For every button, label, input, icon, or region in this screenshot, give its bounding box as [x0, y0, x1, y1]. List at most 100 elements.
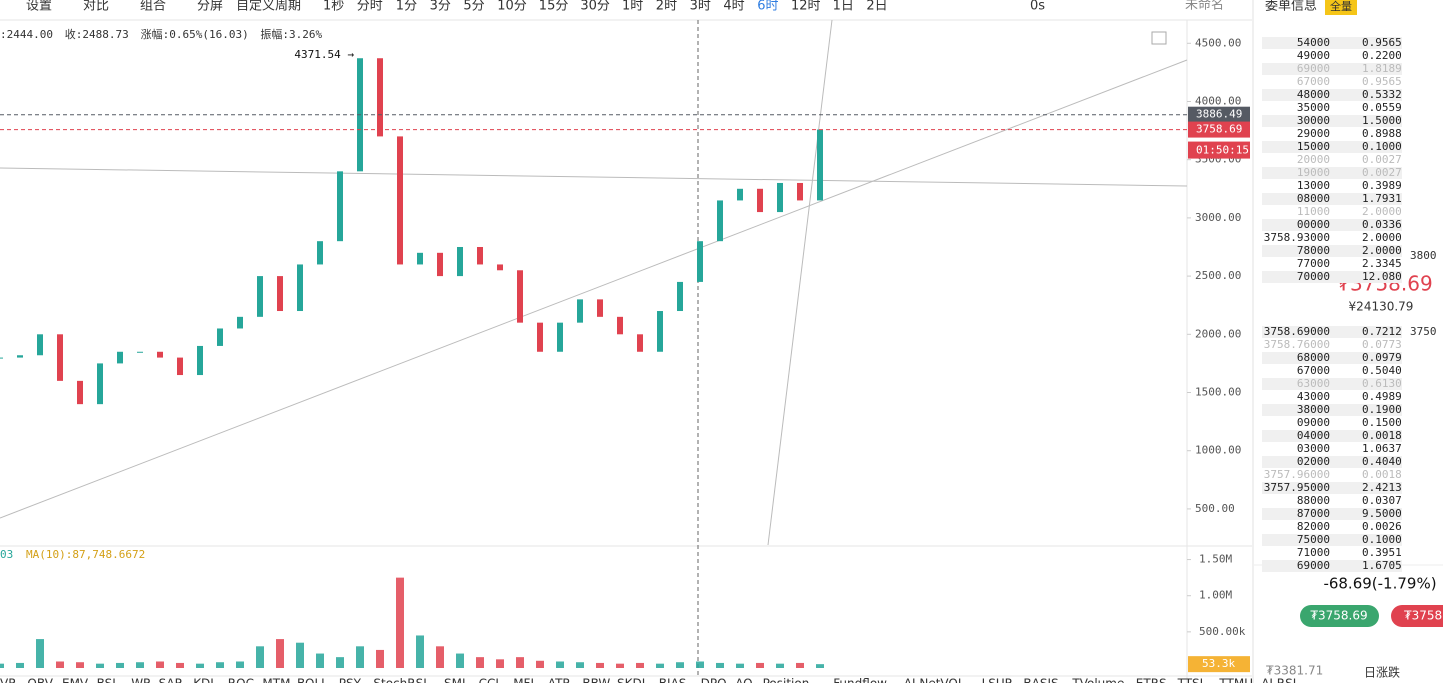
book-price[interactable]: 3758.76000 [1264, 338, 1330, 351]
toolbar-item[interactable]: 30分 [580, 0, 610, 14]
book-price[interactable]: 87000 [1297, 507, 1330, 520]
indicator-tab[interactable]: BIAS [659, 677, 687, 683]
toolbar-item[interactable]: 10分 [497, 0, 527, 14]
book-qty[interactable]: 1.7931 [1362, 192, 1402, 205]
book-qty[interactable]: 0.7212 [1362, 325, 1402, 338]
book-price[interactable]: 67000 [1297, 364, 1330, 377]
toolbar-item[interactable]: 对比 [83, 0, 109, 14]
indicator-tab[interactable]: ATR [548, 677, 571, 683]
indicator-tab[interactable]: VR [0, 677, 17, 683]
book-price[interactable]: 30000 [1297, 114, 1330, 127]
book-qty[interactable]: 0.0773 [1362, 338, 1402, 351]
book-qty[interactable]: 0.9565 [1362, 36, 1402, 49]
book-price[interactable]: 63000 [1297, 377, 1330, 390]
book-qty[interactable]: 1.6705 [1362, 559, 1402, 572]
buy-button[interactable] [1300, 605, 1379, 627]
book-qty[interactable]: 2.0000 [1362, 231, 1402, 244]
indicator-tab[interactable]: SAR [159, 677, 183, 683]
book-price[interactable]: 08000 [1297, 192, 1330, 205]
book-qty[interactable]: 0.1500 [1362, 416, 1402, 429]
book-price[interactable]: 3757.96000 [1264, 468, 1330, 481]
book-price[interactable]: 3758.69000 [1264, 325, 1330, 338]
book-qty[interactable]: 0.0027 [1362, 166, 1402, 179]
indicator-tab[interactable]: MTM [262, 677, 290, 683]
toolbar-item[interactable]: 4时 [723, 0, 744, 14]
book-price[interactable]: 3757.95000 [1264, 481, 1330, 494]
book-price[interactable]: 54000 [1297, 36, 1330, 49]
indicator-tab[interactable]: BBW [582, 677, 610, 683]
book-qty[interactable]: 0.3989 [1362, 179, 1402, 192]
toolbar-item[interactable]: 1时 [622, 0, 643, 14]
book-qty[interactable]: 0.6130 [1362, 377, 1402, 390]
toolbar-item[interactable]: 自定义周期 [236, 0, 301, 14]
indicator-tab[interactable]: CCI [479, 677, 499, 683]
toolbar-item[interactable]: 1分 [396, 0, 417, 14]
indicator-tab[interactable]: AI RSI [1261, 677, 1296, 683]
toolbar-item[interactable]: 2日 [866, 0, 887, 14]
book-qty[interactable]: 0.3951 [1362, 546, 1402, 559]
book-price[interactable]: 09000 [1297, 416, 1330, 429]
toolbar-item[interactable]: 设置 [26, 0, 52, 14]
book-qty[interactable]: 0.4040 [1362, 455, 1402, 468]
book-price[interactable]: 69000 [1297, 62, 1330, 75]
indicator-tab[interactable]: DPO [701, 677, 727, 683]
book-price[interactable]: 77000 [1297, 257, 1330, 270]
toolbar-item[interactable]: 分时 [357, 0, 383, 14]
book-qty[interactable]: 1.8189 [1362, 62, 1402, 75]
toolbar-item[interactable]: 12时 [791, 0, 821, 14]
book-price[interactable]: 03000 [1297, 442, 1330, 455]
book-qty[interactable]: 2.0000 [1362, 205, 1402, 218]
book-price[interactable]: 78000 [1297, 244, 1330, 257]
book-qty[interactable]: 0.5040 [1362, 364, 1402, 377]
toolbar-item[interactable]: 5分 [463, 0, 484, 14]
book-qty[interactable]: 1.0637 [1362, 442, 1402, 455]
indicator-tab[interactable]: TTSI [1177, 677, 1204, 683]
toolbar-item[interactable]: 3时 [690, 0, 711, 14]
book-qty[interactable]: 0.0336 [1362, 218, 1402, 231]
indicator-tab[interactable]: OBV [27, 677, 53, 683]
toolbar-item[interactable]: 15分 [539, 0, 569, 14]
book-qty[interactable]: 0.0018 [1362, 468, 1402, 481]
toolbar-item[interactable]: 组合 [140, 0, 166, 14]
book-qty[interactable]: 0.1000 [1362, 533, 1402, 546]
indicator-tab[interactable]: SMI [444, 677, 466, 683]
fullscreen-icon[interactable] [1151, 31, 1167, 45]
book-price[interactable]: 35000 [1297, 101, 1330, 114]
book-price[interactable]: 00000 [1297, 218, 1330, 231]
book-qty[interactable]: 0.0307 [1362, 494, 1402, 507]
book-price[interactable]: 48000 [1297, 88, 1330, 101]
book-price[interactable]: 49000 [1297, 49, 1330, 62]
indicator-tab[interactable]: SKDJ [617, 677, 645, 683]
indicator-tab[interactable]: MFI [513, 677, 534, 683]
indicator-tab[interactable]: LSUR [982, 677, 1013, 683]
book-qty[interactable]: 9.5000 [1362, 507, 1402, 520]
indicator-tab[interactable]: PSY [339, 677, 362, 683]
layout-name[interactable]: 未命名 [1185, 0, 1224, 13]
sell-button[interactable] [1391, 605, 1443, 627]
book-qty[interactable]: 0.1000 [1362, 140, 1402, 153]
book-price[interactable]: 13000 [1297, 179, 1330, 192]
book-qty[interactable]: 0.9565 [1362, 75, 1402, 88]
book-qty[interactable]: 0.0027 [1362, 153, 1402, 166]
toolbar-item[interactable]: 2时 [656, 0, 677, 14]
book-qty[interactable]: 0.0559 [1362, 101, 1402, 114]
book-qty[interactable]: 2.4213 [1362, 481, 1402, 494]
indicator-tab[interactable]: Fundflow [833, 677, 887, 683]
book-price[interactable]: 71000 [1297, 546, 1330, 559]
book-price[interactable]: 15000 [1297, 140, 1330, 153]
book-qty[interactable]: 12.080 [1362, 270, 1402, 283]
indicator-tab[interactable]: BOLL [297, 677, 328, 683]
book-price[interactable]: 70000 [1297, 270, 1330, 283]
book-price[interactable]: 69000 [1297, 559, 1330, 572]
indicator-tab[interactable]: EMV [62, 677, 89, 683]
book-qty[interactable]: 0.0979 [1362, 351, 1402, 364]
toolbar-item[interactable]: 分屏 [197, 0, 223, 14]
indicator-tab[interactable]: BASIS [1023, 677, 1058, 683]
book-price[interactable]: 68000 [1297, 351, 1330, 364]
book-price[interactable]: 04000 [1297, 429, 1330, 442]
book-qty[interactable]: 0.0026 [1362, 520, 1402, 533]
toolbar-item[interactable]: 1秒 [323, 0, 344, 14]
book-qty[interactable]: 0.2200 [1362, 49, 1402, 62]
book-price[interactable]: 02000 [1297, 455, 1330, 468]
indicator-tab[interactable]: KDJ [193, 677, 214, 683]
